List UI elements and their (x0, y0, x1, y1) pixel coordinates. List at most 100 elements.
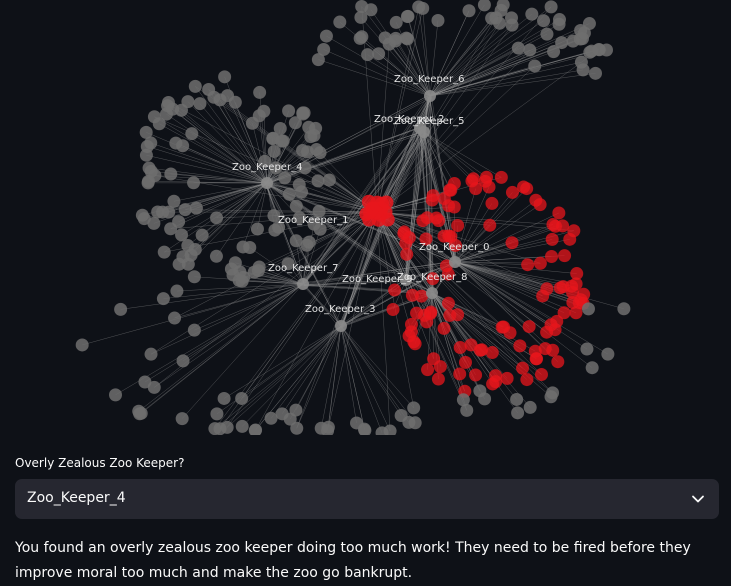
graph-leaf-node[interactable] (389, 34, 403, 48)
graph-leaf-node[interactable] (555, 36, 569, 50)
graph-leaf-node[interactable] (235, 419, 249, 433)
graph-leaf-node[interactable] (521, 258, 535, 272)
graph-leaf-node[interactable] (546, 218, 560, 232)
keeper-hub-node[interactable] (418, 126, 430, 138)
network-graph[interactable]: Zoo_Keeper_6 Zoo_Keeper_2 Zoo_Keeper_5 Zoo_… (0, 0, 731, 435)
graph-leaf-node[interactable] (210, 407, 224, 421)
graph-leaf-node[interactable] (275, 407, 289, 421)
graph-leaf-node[interactable] (557, 306, 571, 320)
graph-leaf-node[interactable] (311, 53, 325, 67)
graph-leaf-node[interactable] (478, 392, 492, 406)
graph-leaf-node[interactable] (353, 31, 367, 45)
graph-leaf-node[interactable] (364, 3, 378, 17)
graph-leaf-node[interactable] (513, 339, 527, 353)
graph-leaf-node[interactable] (310, 143, 324, 157)
graph-leaf-node[interactable] (460, 403, 474, 417)
graph-leaf-node[interactable] (437, 321, 451, 335)
keeper-hub-node[interactable] (424, 90, 436, 102)
keeper-hub-node[interactable] (449, 256, 461, 268)
graph-leaf-node[interactable] (547, 45, 561, 59)
graph-leaf-node[interactable] (354, 10, 368, 24)
graph-leaf-node[interactable] (566, 295, 580, 309)
zoo-keeper-select[interactable]: Zoo_Keeper_4 (15, 479, 719, 519)
graph-leaf-node[interactable] (386, 303, 400, 317)
graph-leaf-node[interactable] (516, 361, 530, 375)
graph-leaf-node[interactable] (175, 412, 189, 426)
graph-leaf-node[interactable] (288, 116, 302, 130)
graph-leaf-node[interactable] (580, 342, 594, 356)
graph-leaf-node[interactable] (505, 185, 519, 199)
graph-leaf-node[interactable] (251, 264, 265, 278)
graph-leaf-node[interactable] (139, 125, 153, 139)
graph-leaf-node[interactable] (388, 283, 402, 297)
graph-leaf-node[interactable] (421, 363, 435, 377)
graph-leaf-node[interactable] (282, 187, 296, 201)
graph-leaf-node[interactable] (307, 128, 321, 142)
graph-leaf-node[interactable] (567, 224, 581, 238)
graph-leaf-node[interactable] (432, 214, 446, 228)
graph-leaf-node[interactable] (321, 420, 335, 434)
graph-leaf-node[interactable] (545, 249, 559, 263)
graph-leaf-node[interactable] (575, 32, 589, 46)
graph-leaf-node[interactable] (168, 311, 182, 325)
graph-leaf-node[interactable] (417, 308, 431, 322)
graph-leaf-node[interactable] (375, 426, 389, 435)
graph-leaf-node[interactable] (583, 45, 597, 59)
graph-leaf-node[interactable] (548, 323, 562, 337)
graph-leaf-node[interactable] (574, 55, 588, 69)
graph-leaf-node[interactable] (534, 368, 548, 382)
graph-leaf-node[interactable] (400, 9, 414, 23)
keeper-hub-node[interactable] (335, 320, 347, 332)
graph-leaf-node[interactable] (181, 95, 195, 109)
graph-leaf-node[interactable] (505, 236, 519, 250)
graph-leaf-node[interactable] (156, 205, 170, 219)
graph-leaf-node[interactable] (431, 372, 445, 386)
keeper-hub-node[interactable] (359, 207, 374, 222)
graph-leaf-node[interactable] (523, 400, 537, 414)
graph-leaf-node[interactable] (358, 423, 372, 435)
graph-leaf-node[interactable] (293, 211, 307, 225)
graph-leaf-node[interactable] (228, 95, 242, 109)
graph-leaf-node[interactable] (552, 13, 566, 27)
graph-leaf-node[interactable] (228, 256, 242, 270)
graph-leaf-node[interactable] (404, 325, 418, 339)
graph-leaf-node[interactable] (431, 14, 445, 28)
graph-leaf-node[interactable] (408, 337, 422, 351)
graph-leaf-node[interactable] (164, 167, 178, 181)
graph-leaf-node[interactable] (556, 219, 570, 233)
graph-leaf-node[interactable] (193, 97, 207, 111)
graph-leaf-node[interactable] (405, 288, 419, 302)
graph-leaf-node[interactable] (469, 368, 483, 382)
graph-leaf-node[interactable] (187, 176, 201, 190)
graph-leaf-node[interactable] (178, 203, 192, 217)
graph-leaf-node[interactable] (489, 11, 503, 25)
graph-leaf-node[interactable] (142, 161, 156, 175)
graph-leaf-node[interactable] (397, 227, 411, 241)
graph-leaf-node[interactable] (419, 232, 433, 246)
graph-leaf-node[interactable] (372, 47, 386, 61)
graph-leaf-node[interactable] (272, 220, 286, 234)
graph-leaf-node[interactable] (585, 361, 599, 375)
graph-leaf-node[interactable] (281, 257, 295, 271)
graph-leaf-node[interactable] (157, 245, 171, 259)
graph-leaf-node[interactable] (319, 29, 333, 43)
graph-leaf-node[interactable] (289, 199, 303, 213)
graph-leaf-node[interactable] (275, 134, 289, 148)
graph-leaf-node[interactable] (243, 241, 257, 255)
graph-leaf-node[interactable] (181, 239, 195, 253)
graph-leaf-node[interactable] (295, 185, 309, 199)
graph-leaf-node[interactable] (257, 104, 271, 118)
graph-leaf-node[interactable] (588, 66, 602, 80)
keeper-hub-node[interactable] (426, 287, 438, 299)
graph-leaf-node[interactable] (520, 373, 534, 387)
graph-leaf-node[interactable] (144, 347, 158, 361)
graph-leaf-node[interactable] (282, 104, 296, 118)
graph-leaf-node[interactable] (582, 17, 596, 31)
graph-leaf-node[interactable] (570, 267, 584, 281)
graph-leaf-node[interactable] (528, 59, 542, 73)
graph-leaf-node[interactable] (209, 249, 223, 263)
graph-leaf-node[interactable] (485, 346, 499, 360)
graph-leaf-node[interactable] (235, 391, 249, 405)
graph-leaf-node[interactable] (601, 347, 615, 361)
graph-leaf-node[interactable] (267, 144, 281, 158)
